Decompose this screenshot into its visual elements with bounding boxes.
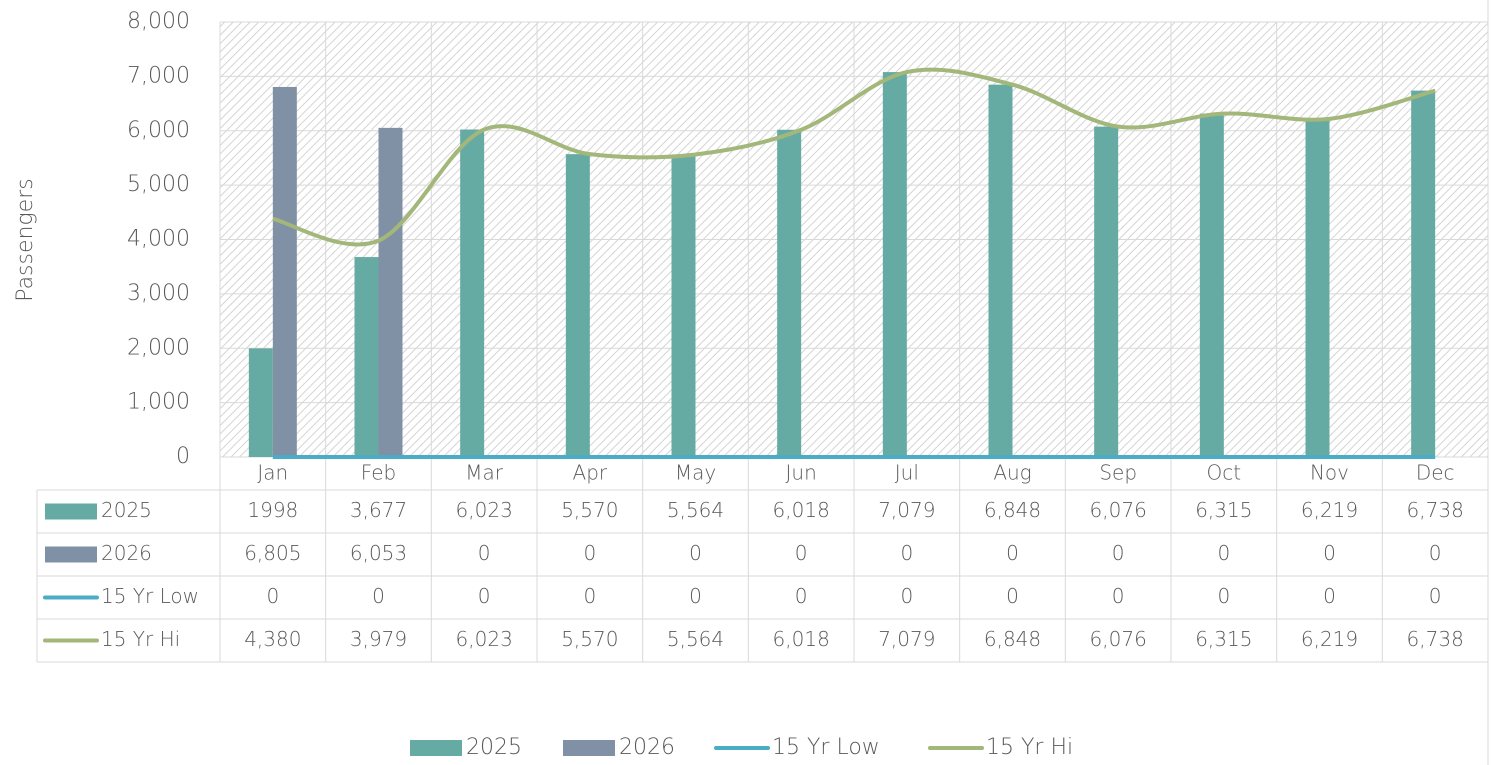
table-cell: 5,564 — [667, 498, 724, 522]
table-cell: 6,023 — [456, 498, 513, 522]
table-cell: 0 — [900, 541, 913, 565]
bar — [248, 348, 273, 457]
table-cell: 0 — [478, 584, 491, 608]
x-tick-label: Jul — [895, 461, 919, 485]
bar — [378, 127, 403, 457]
table-cell: 5,564 — [667, 627, 724, 651]
x-tick-label: Nov — [1310, 461, 1349, 485]
y-tick-label: 1,000 — [127, 390, 190, 415]
bar — [988, 84, 1013, 457]
x-tick-label: Dec — [1416, 461, 1455, 485]
table-row-label: 2025 — [101, 498, 152, 522]
x-tick-label: Apr — [573, 461, 608, 485]
table-cell: 3,677 — [350, 498, 407, 522]
table-cell: 7,079 — [878, 498, 935, 522]
table-cell: 0 — [689, 541, 702, 565]
table-cell: 6,805 — [244, 541, 301, 565]
bar — [1094, 126, 1119, 458]
bar — [671, 154, 696, 457]
table-cell: 0 — [1323, 541, 1336, 565]
table-cell: 3,979 — [350, 627, 407, 651]
table-cell: 6,315 — [1195, 627, 1252, 651]
y-axis-title: Passengers — [13, 178, 38, 301]
legend-key — [410, 740, 462, 756]
line — [272, 67, 1436, 247]
x-tick-label: Sep — [1099, 461, 1137, 485]
bar — [354, 257, 379, 457]
table-cell: 0 — [478, 541, 491, 565]
x-tick-label: May — [675, 461, 716, 485]
table-key — [45, 546, 97, 563]
y-tick-label: 4,000 — [127, 227, 190, 252]
bar — [272, 86, 297, 458]
table-cell: 0 — [1323, 584, 1336, 608]
y-tick-label: 7,000 — [127, 63, 190, 88]
table-cell: 6,053 — [350, 541, 407, 565]
table-cell: 0 — [1112, 541, 1125, 565]
table-cell: 0 — [1006, 584, 1019, 608]
x-tick-label: Mar — [465, 461, 504, 485]
bar — [1411, 90, 1436, 457]
table-cell: 6,219 — [1301, 627, 1358, 651]
table-cell: 6,848 — [984, 627, 1041, 651]
y-tick-label: 6,000 — [127, 118, 190, 143]
table-cell: 0 — [795, 541, 808, 565]
table-cell: 6,315 — [1195, 498, 1252, 522]
table-cell: 6,018 — [773, 498, 830, 522]
x-tick-label: Jun — [786, 461, 817, 485]
table-cell: 0 — [583, 584, 596, 608]
table-cell: 0 — [1429, 541, 1442, 565]
table-cell: 5,570 — [561, 627, 618, 651]
table-cell: 0 — [1006, 541, 1019, 565]
table-cell: 0 — [1217, 541, 1230, 565]
bar — [882, 72, 907, 457]
table-cell: 0 — [266, 584, 279, 608]
table-cell: 0 — [689, 584, 702, 608]
legend-label: 15 Yr Hi — [986, 735, 1073, 760]
table-cell: 5,570 — [561, 498, 618, 522]
bar — [1199, 113, 1224, 457]
x-tick-label: Aug — [993, 461, 1031, 485]
legend-label: 15 Yr Low — [772, 735, 880, 760]
table-cell: 7,079 — [878, 627, 935, 651]
table-cell: 6,076 — [1090, 627, 1147, 651]
table-cell: 6,219 — [1301, 498, 1358, 522]
table-row-label: 15 Yr Hi — [101, 627, 180, 651]
table-cell: 0 — [1112, 584, 1125, 608]
table-cell: 0 — [1217, 584, 1230, 608]
table-cell: 6,076 — [1090, 498, 1147, 522]
table-cell: 0 — [583, 541, 596, 565]
table-cell: 0 — [372, 584, 385, 608]
bar — [565, 154, 590, 457]
x-tick-label: Oct — [1207, 461, 1242, 485]
legend-label: 2025 — [466, 735, 522, 760]
bar — [1305, 118, 1330, 458]
table-row-label: 2026 — [101, 541, 152, 565]
table-cell: 0 — [900, 584, 913, 608]
bar — [460, 129, 485, 457]
table-cell: 6,023 — [456, 627, 513, 651]
legend-label: 2026 — [619, 735, 675, 760]
y-tick-label: 2,000 — [127, 335, 190, 360]
y-tick-label: 5,000 — [127, 172, 190, 197]
y-tick-label: 8,000 — [127, 9, 190, 34]
table-cell: 6,738 — [1407, 498, 1464, 522]
x-tick-label: Feb — [361, 461, 396, 485]
table-cell: 6,018 — [773, 627, 830, 651]
table-cell: 1998 — [247, 498, 298, 522]
table-cell: 4,380 — [244, 627, 301, 651]
x-tick-label: Jan — [257, 461, 288, 485]
table-cell: 0 — [1429, 584, 1442, 608]
y-tick-label: 3,000 — [127, 281, 190, 306]
table-key — [45, 503, 97, 520]
table-cell: 0 — [795, 584, 808, 608]
table-cell: 6,738 — [1407, 627, 1464, 651]
table-cell: 6,848 — [984, 498, 1041, 522]
y-tick-label: 0 — [176, 444, 190, 469]
legend-key — [563, 740, 615, 756]
bar — [777, 129, 802, 458]
table-row-label: 15 Yr Low — [101, 584, 199, 608]
